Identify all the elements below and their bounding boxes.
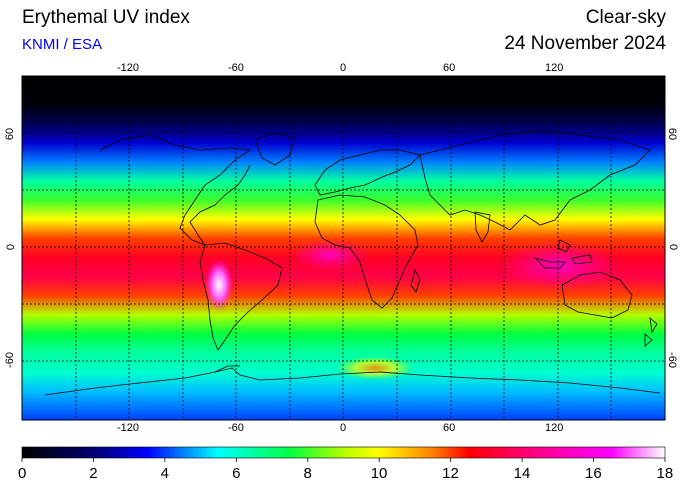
lon-tick-top-3: 60 [443, 62, 456, 74]
tropics-hotspot-atlantic [290, 239, 370, 271]
graticule [22, 76, 665, 420]
lon-tick-top-2: 0 [340, 62, 347, 74]
lat-tick-right-0: 60 [666, 127, 679, 141]
colorbar-label: 6 [232, 465, 241, 482]
lon-tick-bottom-1: -60 [228, 422, 244, 434]
lat-tick-left-1: 0 [5, 243, 18, 251]
map-title: Erythemal UV index [22, 7, 190, 28]
andes-hotspot [205, 259, 233, 311]
colorbar-label: 8 [303, 465, 312, 482]
lat-tick-left-2: -60 [3, 352, 16, 368]
colorbar-label: 0 [18, 465, 27, 482]
sky-mode-label: Clear-sky [585, 7, 666, 28]
map-frame [21, 75, 666, 421]
colorbar-label: 18 [656, 465, 674, 482]
lon-tick-bottom-3: 60 [443, 422, 456, 434]
credit-label: KNMI / ESA [22, 36, 103, 53]
lon-tick-top-4: 120 [545, 62, 564, 74]
date-label: 24 November 2024 [504, 33, 666, 54]
lon-tick-top-1: -60 [228, 62, 244, 74]
tropics-hotspot-east [500, 241, 620, 289]
lat-tick-left-0: 60 [4, 127, 17, 141]
colorbar-label: 16 [585, 465, 602, 482]
colorbar-label: 2 [89, 465, 98, 482]
antarctic-warm-region [335, 356, 415, 380]
colorbar-label: 4 [160, 465, 169, 482]
lon-tick-bottom-0: -120 [117, 422, 140, 434]
colorbar-ticks [21, 458, 666, 462]
colorbar-label: 14 [513, 465, 531, 482]
colorbar-label: 10 [370, 465, 388, 482]
lon-tick-top-0: -120 [117, 62, 140, 74]
colorbar [21, 446, 666, 459]
lon-tick-bottom-2: 0 [340, 422, 347, 434]
colorbar-label: 12 [442, 465, 459, 482]
lat-tick-right-1: 0 [667, 243, 680, 251]
lat-tick-right-2: -60 [665, 352, 678, 368]
lon-tick-bottom-4: 120 [545, 422, 564, 434]
